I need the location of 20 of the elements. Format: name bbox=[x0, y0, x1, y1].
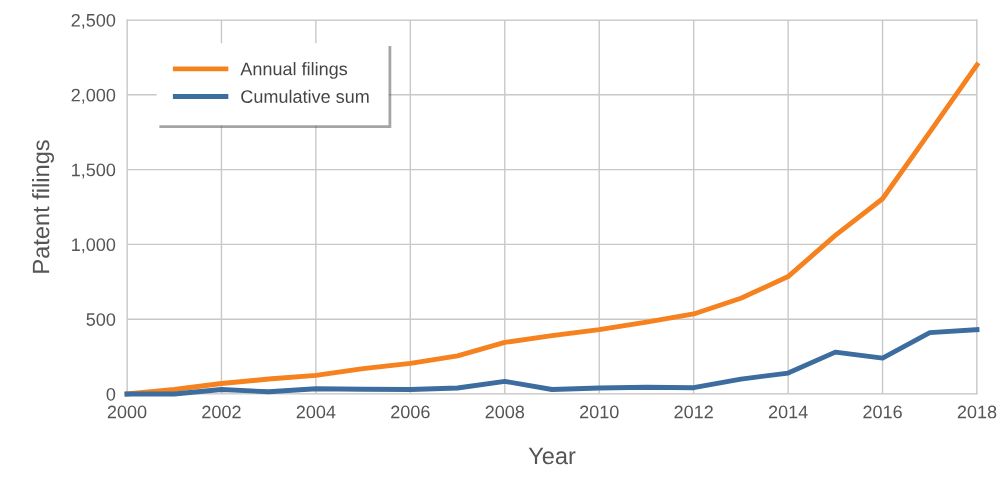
y-tick-label: 2,000 bbox=[71, 88, 116, 104]
x-tick-label: 2006 bbox=[391, 405, 430, 419]
legend-label: Cumulative sum bbox=[241, 89, 369, 103]
x-tick-label: 2016 bbox=[863, 405, 902, 419]
y-tick-label: 2,500 bbox=[71, 13, 116, 29]
x-axis-title: Year bbox=[528, 447, 576, 465]
y-tick-label: 500 bbox=[86, 313, 116, 326]
x-tick-label: 2014 bbox=[768, 405, 808, 419]
x-tick-label: 2010 bbox=[580, 405, 619, 419]
x-tick-label: 2002 bbox=[202, 405, 241, 419]
x-tick-label: 2018 bbox=[957, 405, 997, 419]
x-tick-label: 2000 bbox=[107, 405, 147, 419]
y-tick-label: 1,000 bbox=[72, 238, 116, 254]
y-axis-title: Patent filings bbox=[32, 140, 55, 273]
x-tick-label: 2012 bbox=[674, 405, 713, 419]
y-tick-label: 1,500 bbox=[72, 163, 116, 179]
legend-label: Annual filings bbox=[240, 62, 348, 79]
x-tick-label: 2004 bbox=[296, 405, 336, 419]
y-tick-label: 0 bbox=[106, 387, 116, 401]
x-tick-label: 2008 bbox=[485, 405, 525, 419]
